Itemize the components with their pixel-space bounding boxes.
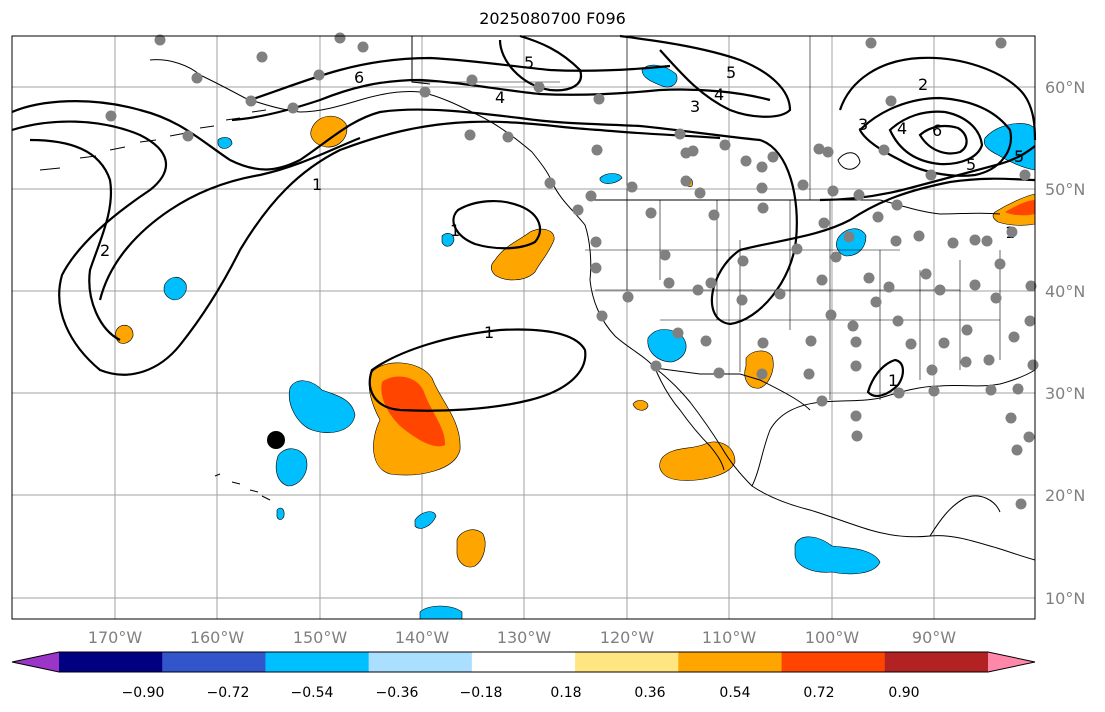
contour-label: 2 [918, 75, 928, 94]
contour-label: 5 [1014, 147, 1024, 166]
station-dots [105, 32, 1039, 510]
colorbar-segment [471, 652, 576, 672]
colorbar-tick-label: −0.36 [376, 685, 419, 701]
colorbar-segment [575, 652, 679, 672]
colorbar-ticks: −0.90 −0.72 −0.54 −0.36 −0.18 0.18 0.36 … [122, 685, 920, 701]
lon-label: 110°W [702, 628, 757, 647]
longitude-labels: 170°W 160°W 150°W 140°W 130°W 120°W 110°… [88, 628, 956, 647]
plot-title: 2025080700 F096 [479, 9, 626, 28]
contour-label: 4 [495, 88, 505, 107]
colorbar-segment [265, 652, 370, 672]
lon-label: 120°W [600, 628, 655, 647]
lat-label: 10°N [1045, 589, 1085, 608]
colorbar-segment [162, 652, 266, 672]
colorbar-tick-label: 0.54 [719, 685, 750, 701]
lat-label: 30°N [1045, 384, 1085, 403]
contour-label: 4 [897, 119, 907, 138]
contour-label: 2 [100, 241, 110, 260]
colorbar-segments [11, 651, 1036, 673]
colorbar-tick-label: 0.18 [550, 685, 581, 701]
contour-label: 1 [484, 323, 494, 342]
map-frame [11, 35, 1036, 620]
contour-label: 3 [858, 115, 868, 134]
colorbar-segment [884, 652, 989, 672]
colorbar-tick-label: −0.18 [460, 685, 503, 701]
contour-label: 6 [932, 121, 942, 140]
contour-label: 1 [312, 175, 322, 194]
lon-label: 170°W [88, 628, 143, 647]
colorbar-segment [368, 652, 473, 672]
contour-label: 5 [524, 53, 534, 72]
lat-label: 40°N [1045, 282, 1085, 301]
lon-label: 140°W [395, 628, 450, 647]
colorbar-tick-label: −0.72 [207, 685, 250, 701]
contour-label: 5 [726, 63, 736, 82]
colorbar: −0.90 −0.72 −0.54 −0.36 −0.18 0.18 0.36 … [11, 651, 1036, 701]
shading-positive [115, 115, 1036, 568]
latitude-labels: 60°N 50°N 40°N 30°N 20°N 10°N [1045, 78, 1085, 608]
colorbar-tick-label: 0.90 [888, 685, 919, 701]
lat-label: 20°N [1045, 486, 1085, 505]
contour-label: 4 [714, 85, 724, 104]
contour-label: 5 [966, 155, 976, 174]
contour-labels: 5 5 4 4 3 6 1 1 1 1 2 2 3 4 6 5 5 1 [100, 53, 1024, 390]
contour-label: 3 [690, 97, 700, 116]
colorbar-tick-label: −0.90 [122, 685, 165, 701]
lon-label: 100°W [805, 628, 860, 647]
colorbar-segment [781, 652, 886, 672]
colorbar-extend-max [988, 652, 1035, 672]
colorbar-segment [59, 652, 163, 672]
contour-label: 1 [888, 371, 898, 390]
colorbar-tick-label: 0.36 [634, 685, 665, 701]
colorbar-outline [11, 651, 1036, 673]
highlight-point [267, 431, 285, 449]
colorbar-extend-min [12, 652, 59, 672]
lat-label: 50°N [1045, 180, 1085, 199]
lon-label: 150°W [293, 628, 348, 647]
contour-label: 6 [354, 68, 364, 87]
lon-label: 90°W [912, 628, 956, 647]
graticule [12, 36, 1035, 619]
lon-label: 160°W [190, 628, 245, 647]
lon-label: 130°W [497, 628, 552, 647]
contours [11, 34, 1037, 412]
contour-label: 1 [450, 221, 460, 240]
shading-negative [163, 64, 1036, 620]
colorbar-segment [678, 652, 783, 672]
lat-label: 60°N [1045, 78, 1085, 97]
colorbar-tick-label: −0.54 [291, 685, 334, 701]
colorbar-tick-label: 0.72 [803, 685, 834, 701]
